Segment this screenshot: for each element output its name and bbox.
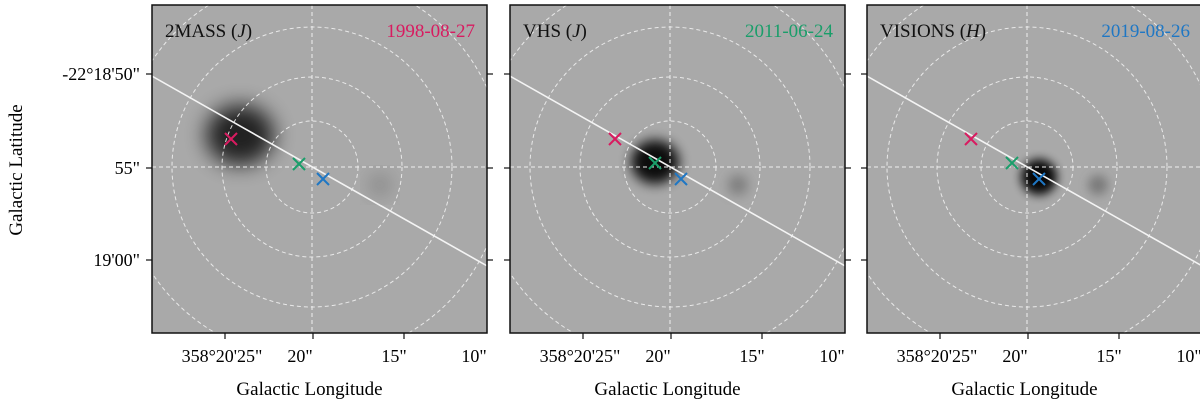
x-axis-label: Galactic Longitude	[236, 379, 382, 400]
panel-title: VISIONS (H)	[880, 21, 986, 42]
y-axis-label: Galactic Latitude	[6, 104, 27, 235]
x-tick-label: 20"	[287, 346, 312, 366]
image-panel-vhs: VHS (J) 2011-06-24 358°20'25" 20" 15" 10" Gala…	[504, 4, 851, 400]
x-tick-label: 358°20'25"	[540, 346, 621, 366]
band-name: J	[572, 21, 582, 42]
survey-name: VHS (	[523, 21, 572, 42]
x-tick-label: 10"	[1176, 346, 1200, 366]
band-name: J	[237, 21, 247, 42]
motion-track-line	[867, 75, 1200, 266]
survey-name: VISIONS (	[880, 21, 966, 42]
panel-frame	[866, 4, 1200, 334]
epoch-date-label: 1998-08-27	[386, 21, 475, 42]
panel-frame	[151, 4, 488, 334]
epoch-date-label: 2019-08-26	[1101, 21, 1190, 42]
x-tick-label: 15"	[1096, 346, 1121, 366]
x-tick-label: 20"	[1002, 346, 1027, 366]
image-panel-2mass: 2MASS (J) 1998-08-27 358°20'25" 20" 15" 10" Ga…	[146, 4, 493, 400]
epoch-marker-1998-08-27	[964, 132, 978, 146]
image-content	[867, 5, 1200, 333]
epoch-marker-2011-06-24	[648, 156, 662, 170]
x-tick-label: 15"	[381, 346, 406, 366]
x-tick-label: 15"	[739, 346, 764, 366]
epoch-marker-2019-08-26	[316, 172, 330, 186]
epoch-marker-2019-08-26	[674, 172, 688, 186]
faint-source	[728, 175, 748, 195]
x-tick-label: 10"	[461, 346, 486, 366]
sky-background	[152, 5, 487, 333]
epoch-marker-2019-08-26	[1032, 172, 1046, 186]
target-source	[206, 105, 274, 165]
epoch-marker-2011-06-24	[292, 157, 306, 171]
motion-track-line	[152, 75, 487, 267]
x-tick-label: 20"	[645, 346, 670, 366]
x-axis-label: Galactic Longitude	[594, 379, 740, 400]
epoch-date-label: 2011-06-24	[745, 21, 833, 42]
x-tick-label: 10"	[819, 346, 844, 366]
image-panel-visions: VISIONS (H) 2019-08-26 358°20'25" 20" 15" 10"…	[861, 4, 1200, 400]
image-content	[510, 5, 845, 333]
x-axis-label: Galactic Longitude	[951, 379, 1097, 400]
survey-name: 2MASS (	[165, 21, 237, 42]
panel-frame	[509, 4, 846, 334]
band-name: H	[965, 21, 981, 42]
panel-title: 2MASS (J)	[165, 21, 252, 42]
panel-title: VHS (J)	[523, 21, 587, 42]
epoch-marker-1998-08-27	[608, 132, 622, 146]
y-tick-label-mid: 55"	[115, 158, 140, 178]
y-tick-label-bottom: 19'00"	[93, 250, 140, 270]
faint-source	[370, 175, 390, 195]
x-tick-label: 358°20'25"	[182, 346, 263, 366]
y-tick-label-top: -22°18'50"	[62, 64, 140, 84]
x-tick-label: 358°20'25"	[897, 346, 978, 366]
image-content	[152, 5, 487, 333]
motion-track-line	[510, 75, 845, 267]
faint-source	[1088, 175, 1108, 195]
epoch-marker-2011-06-24	[1005, 156, 1019, 170]
epoch-marker-1998-08-27	[224, 132, 238, 146]
target-source	[1021, 159, 1057, 195]
